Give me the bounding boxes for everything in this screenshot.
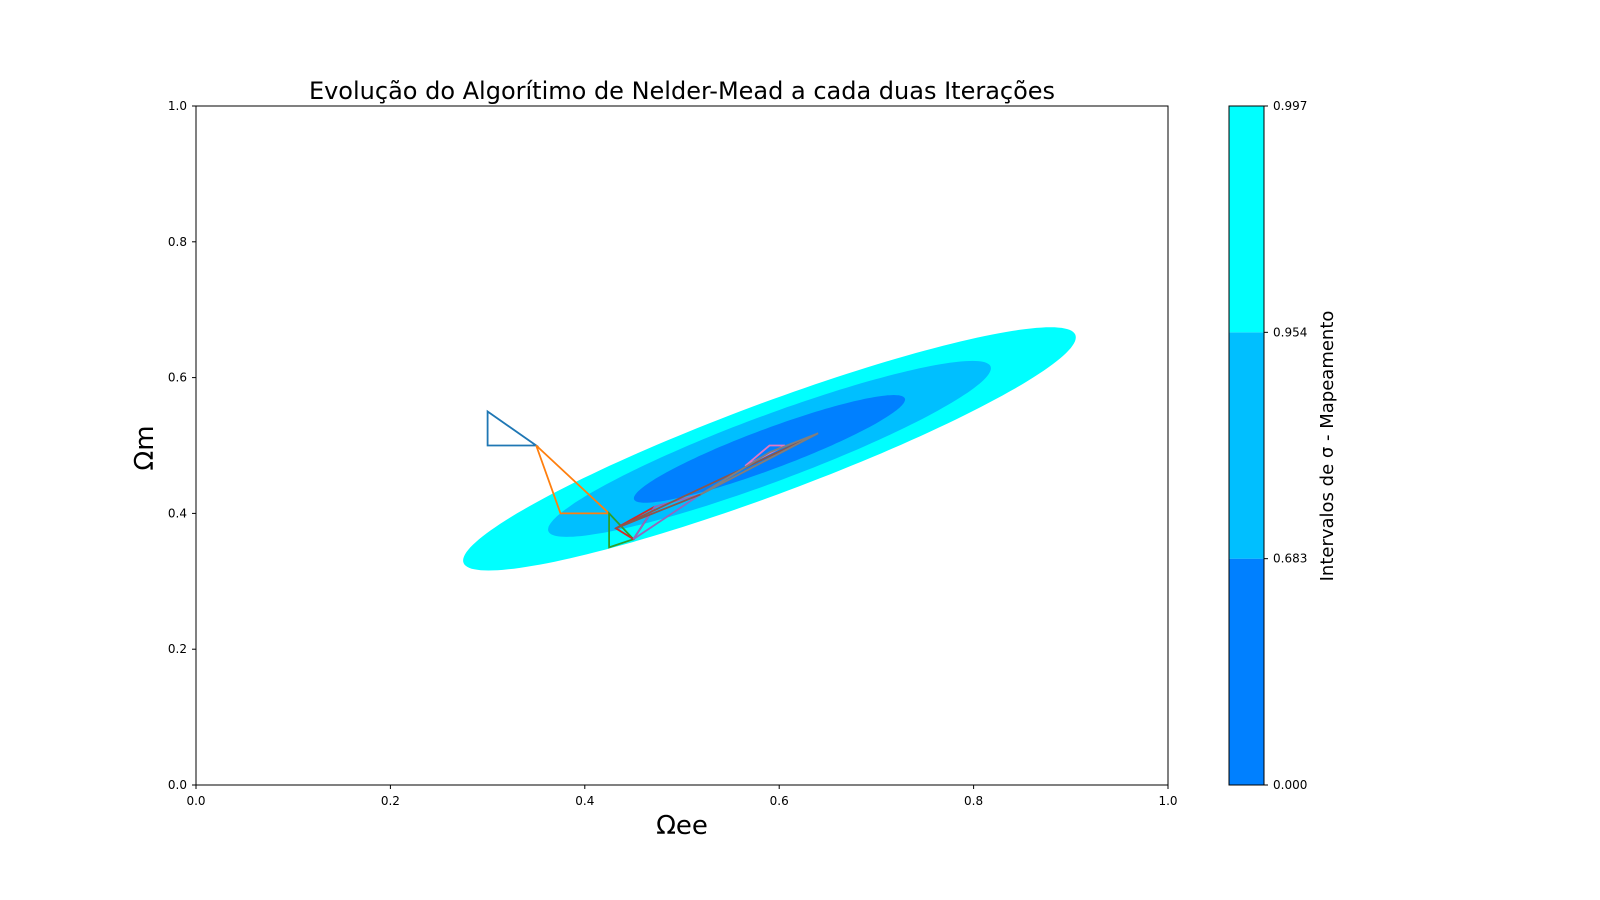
simplex-2 xyxy=(535,444,612,515)
contour-region-2 xyxy=(633,395,906,503)
colorbar-segment-0 xyxy=(1229,558,1264,785)
colorbar-ticks: 0.000 0.683 0.954 0.997 xyxy=(1264,99,1307,792)
y-axis-label: Ωm xyxy=(130,425,160,470)
x-tick-label: 0.2 xyxy=(381,794,400,808)
x-tick-label: 0.0 xyxy=(186,794,205,808)
simplex-layer xyxy=(486,409,819,549)
colorbar-label: Intervalos de σ - Mapeamento xyxy=(1317,311,1338,582)
colorbar-tick-label: 0.997 xyxy=(1273,99,1307,113)
y-tick-label: 0.4 xyxy=(168,506,187,520)
colorbar-tick-label: 0.000 xyxy=(1273,778,1307,792)
colorbar-segment-2 xyxy=(1229,106,1264,333)
colorbar-frame xyxy=(1228,105,1265,786)
x-tick-label: 0.8 xyxy=(964,794,983,808)
x-tick-label: 1.0 xyxy=(1158,794,1177,808)
simplex-5 xyxy=(632,493,701,540)
y-tick-label: 1.0 xyxy=(168,99,187,113)
colorbar: 0.000 0.683 0.954 0.997 Intervalos de σ - M… xyxy=(1228,99,1338,792)
y-tick-label: 0.0 xyxy=(168,778,187,792)
colorbar-segment-1 xyxy=(1229,332,1264,559)
y-tick-label: 0.2 xyxy=(168,642,187,656)
y-tick-label: 0.8 xyxy=(168,235,187,249)
y-axis: 0.0 0.2 0.4 0.6 0.8 1.0 xyxy=(168,99,196,792)
colorbar-segments xyxy=(1229,106,1264,785)
simplex-1 xyxy=(486,409,540,447)
x-tick-label: 0.6 xyxy=(770,794,789,808)
plot-area: 0.0 0.2 0.4 0.6 0.8 1.0 0.0 0.2 0.4 0.6 0.8 1.0 xyxy=(168,99,1178,808)
simplex-8 xyxy=(700,432,819,496)
contour-layer xyxy=(463,327,1076,571)
x-axis-label: Ωee xyxy=(656,811,708,841)
plot-frame xyxy=(195,105,1169,786)
colorbar-tick-label: 0.954 xyxy=(1273,325,1307,339)
x-axis: 0.0 0.2 0.4 0.6 0.8 1.0 xyxy=(186,785,1178,808)
chart-title: Evolução do Algorítimo de Nelder-Mead a … xyxy=(309,77,1055,105)
y-tick-label: 0.6 xyxy=(168,371,187,385)
x-tick-label: 0.4 xyxy=(575,794,594,808)
colorbar-tick-label: 0.683 xyxy=(1273,552,1307,566)
